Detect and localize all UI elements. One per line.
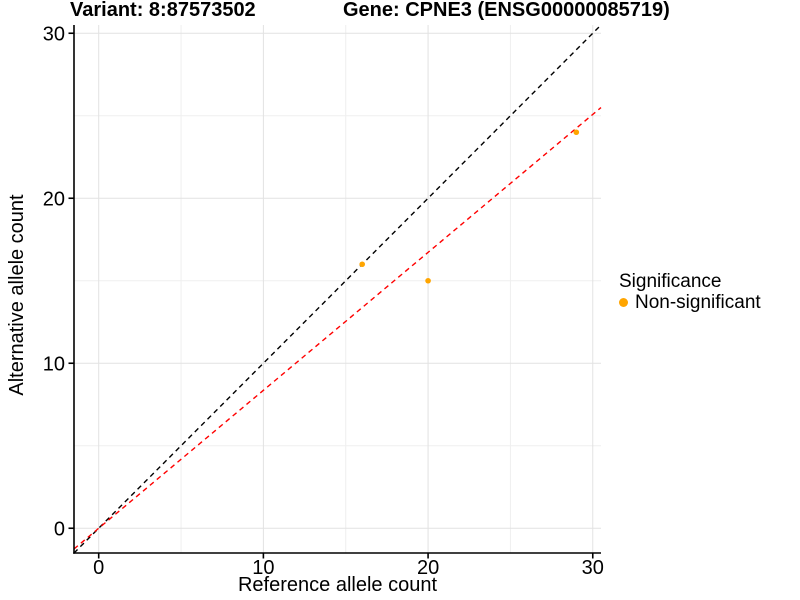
data-point [573,129,580,136]
legend-title: Significance [619,271,722,292]
identity-line [73,24,602,554]
legend: Significance Non-significant [619,272,761,312]
y-tick-label: 20 [43,188,65,210]
legend-item-label: Non-significant [635,292,761,313]
x-tick-label: 30 [582,557,604,579]
x-tick-label: 20 [417,557,439,579]
data-point [359,261,366,268]
variant-title: Variant: 8:87573502 [70,0,256,21]
legend-item: Non-significant [619,293,761,312]
y-tick-label: 10 [43,353,65,375]
y-tick-label: 30 [43,23,65,45]
regression-line [73,106,602,550]
y-axis-title: Alternative allele count [6,194,28,396]
gene-title: Gene: CPNE3 (ENSG00000085719) [343,0,670,21]
data-point [425,277,431,284]
x-tick-label: 10 [252,557,274,579]
x-tick-label: 0 [93,557,104,579]
y-tick-label: 0 [54,518,65,540]
x-axis-title: Reference allele count [237,574,437,596]
orange-dot-icon [619,298,628,307]
